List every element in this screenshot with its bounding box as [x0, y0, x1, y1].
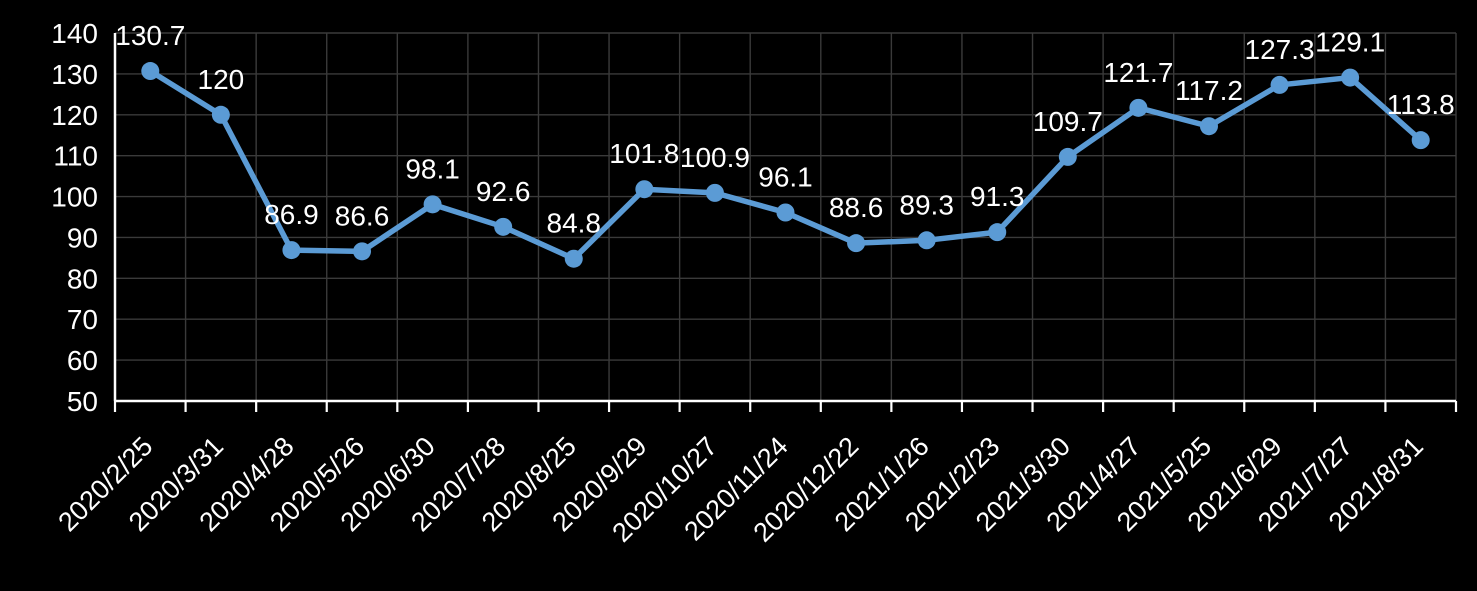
- x-axis-ticks: [113, 401, 1458, 412]
- y-axis-label: 90: [67, 222, 98, 253]
- x-axis-labels: 2020/2/252020/3/312020/4/282020/5/262020…: [52, 431, 1429, 548]
- data-point: [494, 217, 513, 236]
- data-point: [1341, 68, 1360, 87]
- data-point: [847, 234, 866, 253]
- data-label: 101.8: [609, 138, 679, 169]
- y-gridlines: [115, 32, 1456, 361]
- data-point: [211, 105, 230, 124]
- data-label: 121.7: [1103, 57, 1173, 88]
- data-point: [141, 62, 160, 81]
- y-axis-label: 70: [67, 304, 98, 335]
- data-label: 109.7: [1033, 106, 1103, 137]
- data-label: 91.3: [970, 181, 1025, 212]
- y-axis-label: 120: [51, 100, 98, 131]
- data-label: 98.1: [405, 153, 460, 184]
- y-axis-label: 50: [67, 386, 98, 417]
- data-label: 117.2: [1175, 75, 1243, 106]
- data-label: 92.6: [476, 176, 531, 207]
- data-point: [423, 195, 442, 214]
- data-label: 130.7: [115, 20, 185, 51]
- data-label: 113.8: [1387, 89, 1455, 120]
- y-axis-label: 80: [67, 263, 98, 294]
- data-label: 127.3: [1245, 34, 1315, 65]
- data-label: 86.9: [264, 199, 319, 230]
- data-label: 86.6: [335, 200, 390, 231]
- data-label: 96.1: [758, 162, 813, 193]
- y-axis-label: 110: [53, 141, 98, 172]
- data-point: [635, 180, 654, 199]
- data-point: [1199, 117, 1218, 136]
- data-label: 88.6: [829, 192, 884, 223]
- y-axis-label: 140: [51, 18, 98, 49]
- data-point: [705, 183, 724, 202]
- data-point: [1411, 131, 1430, 150]
- y-axis-label: 60: [67, 345, 98, 376]
- data-label: 129.1: [1315, 27, 1385, 58]
- data-label: 89.3: [899, 189, 954, 220]
- y-axis-labels: 50 60 70 80 90 100 110 120 130 140: [51, 18, 98, 417]
- data-point: [1058, 147, 1077, 166]
- data-point: [353, 242, 372, 261]
- y-axis-label: 130: [51, 59, 98, 90]
- data-point: [1270, 75, 1289, 94]
- data-labels: 130.7 120 86.9 86.6 98.1 92.6 84.8 101.8 100.9 96…: [115, 20, 1454, 239]
- data-point: [282, 241, 301, 260]
- data-point: [564, 249, 583, 268]
- data-label: 120: [198, 64, 245, 95]
- data-point: [776, 203, 795, 222]
- data-label: 84.8: [547, 208, 602, 239]
- data-point: [917, 231, 936, 250]
- data-points: [141, 62, 1430, 268]
- data-point: [1129, 98, 1148, 117]
- data-point: [988, 223, 1007, 242]
- data-label: 100.9: [680, 142, 750, 173]
- y-axis-label: 100: [51, 182, 98, 213]
